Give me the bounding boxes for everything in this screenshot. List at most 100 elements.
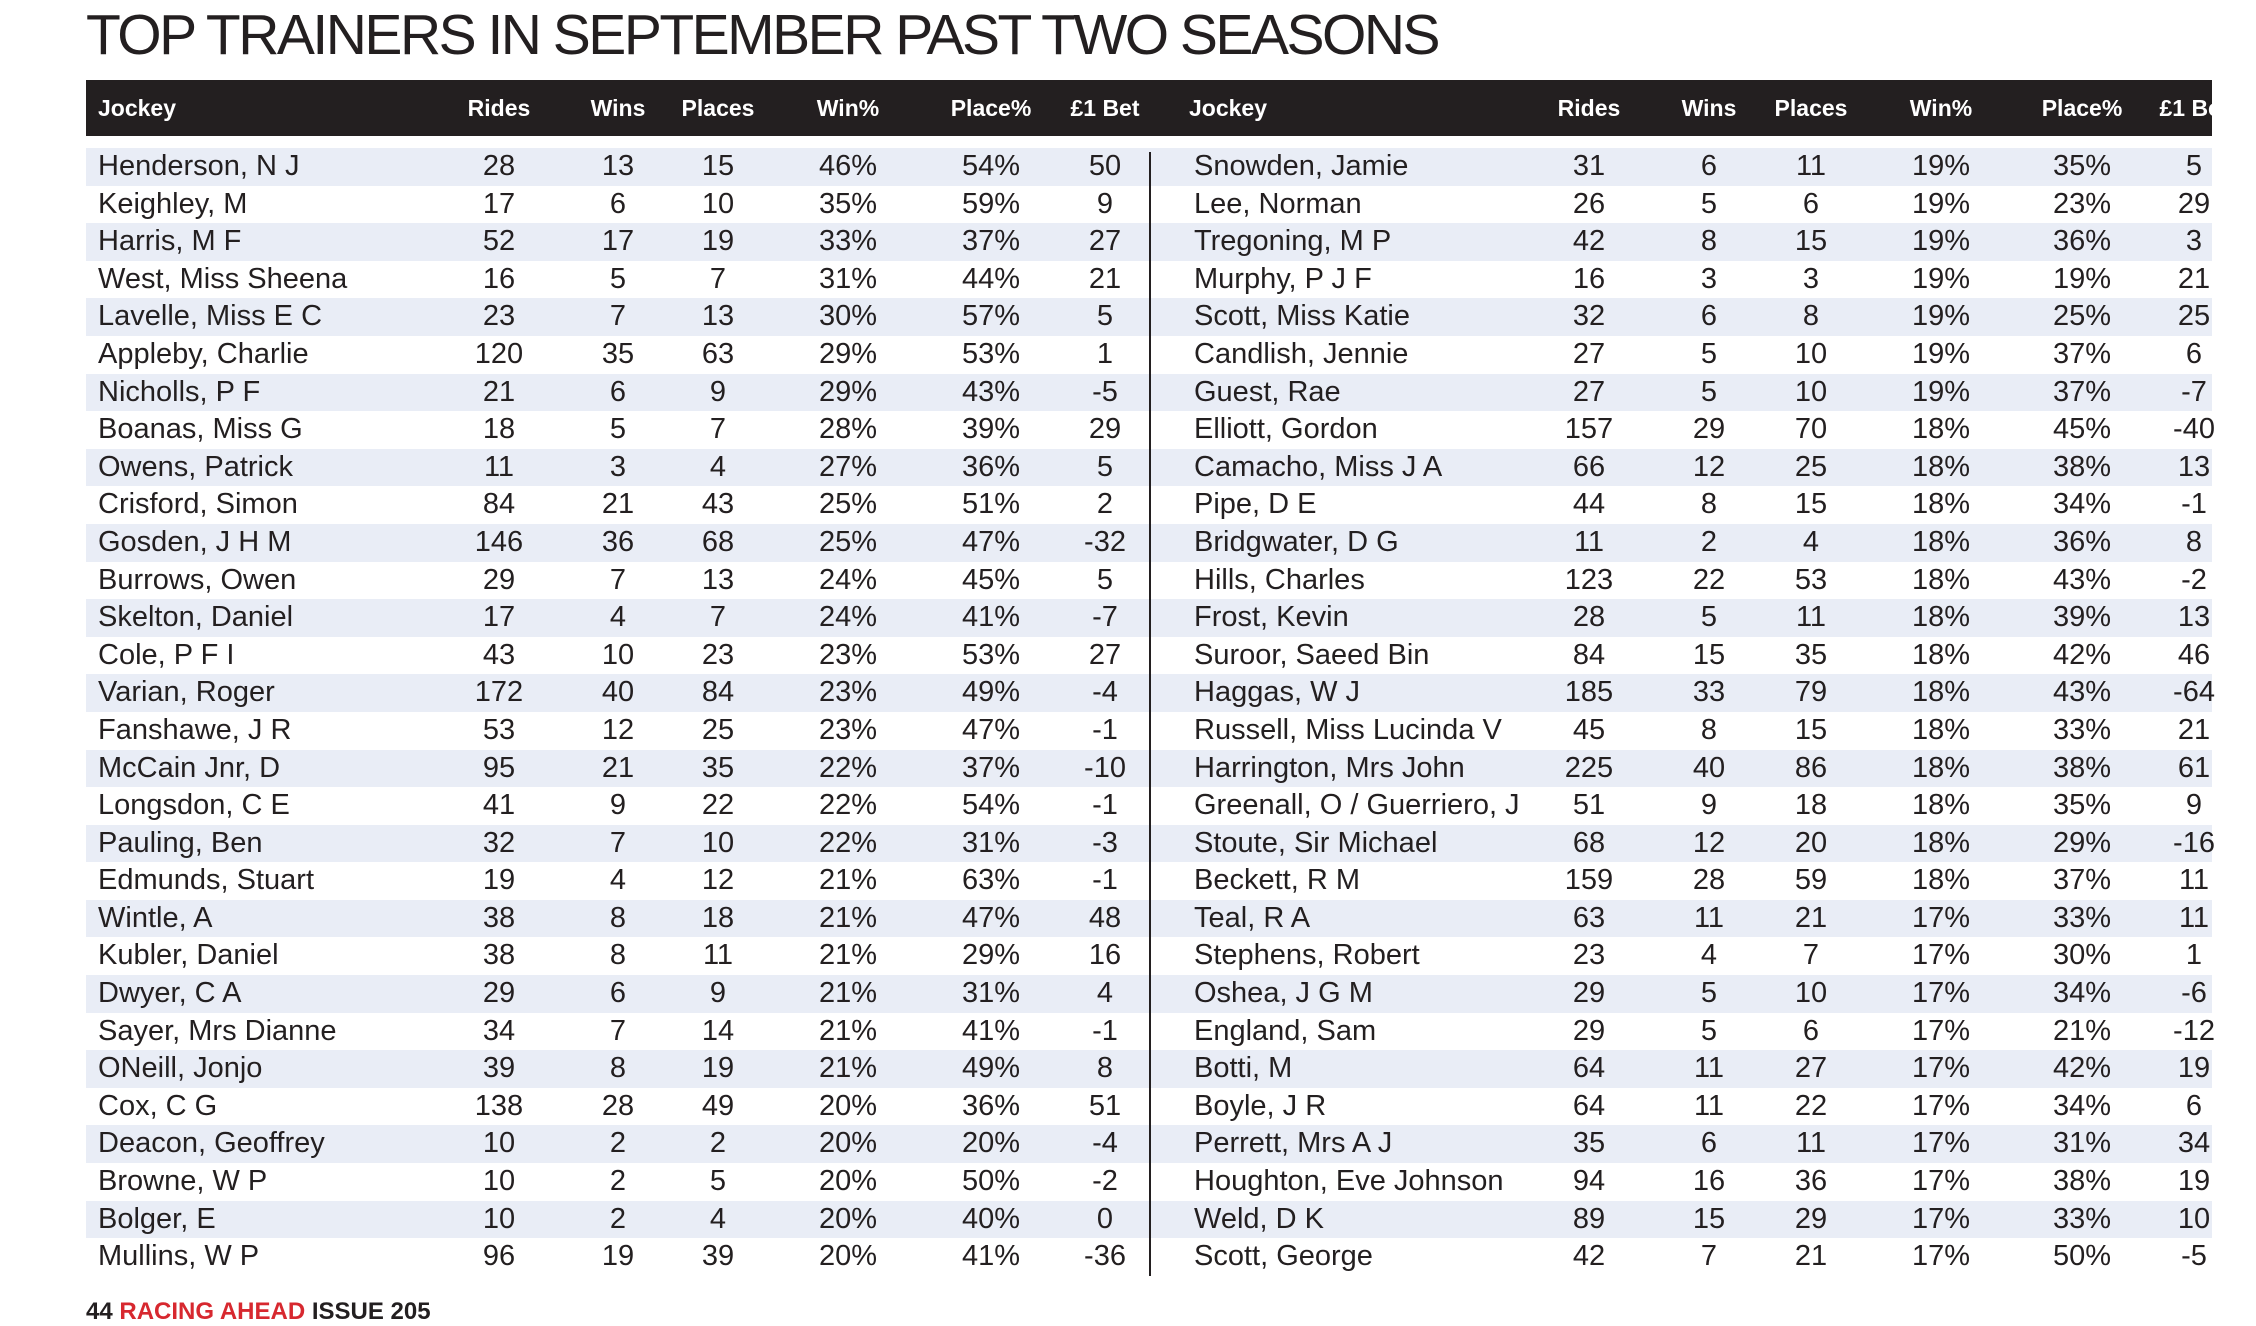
- left-name-cell: Wintle, A: [98, 901, 213, 934]
- left-wins-cell: 7: [609, 563, 627, 596]
- right-name-cell: Candlish, Jennie: [1194, 337, 1409, 370]
- right-one-pound-bet-cell: 10: [2177, 1202, 2211, 1235]
- left-rides-cell: 39: [482, 1052, 516, 1085]
- right-one-pound-bet-cell: 13: [2177, 450, 2211, 483]
- right-wins-cell: 28: [1692, 864, 1726, 897]
- left-wins-cell: 2: [609, 1202, 627, 1235]
- left-win-pct-cell: 24%: [818, 563, 878, 596]
- right-place-pct-cell: 38%: [2052, 1165, 2112, 1198]
- right-places-cell: 15: [1794, 713, 1828, 746]
- left-places-cell: 49: [701, 1089, 735, 1122]
- right-place-pct-cell: 25%: [2052, 300, 2112, 333]
- left-wins-cell: 8: [609, 939, 627, 972]
- right-wins-cell: 4: [1700, 939, 1718, 972]
- left-rides-cell: 32: [482, 826, 516, 859]
- right-rides-cell: 51: [1572, 789, 1606, 822]
- left-place-pct-cell: 53%: [961, 638, 1021, 671]
- right-win-pct-cell: 19%: [1911, 187, 1971, 220]
- left-place-pct-cell: 53%: [961, 337, 1021, 370]
- right-name-cell: Hills, Charles: [1194, 563, 1365, 596]
- left-places-cell: 22: [701, 789, 735, 822]
- right-places-cell: 29: [1794, 1202, 1828, 1235]
- right-places-cell: 21: [1794, 901, 1828, 934]
- left-one-pound-bet-cell: 27: [1088, 225, 1122, 258]
- right-one-pound-bet-cell: 19: [2177, 1165, 2211, 1198]
- table-row: Kubler, Daniel 38 8 11 21% 29% 16 Stephens, Rob…: [86, 937, 2212, 975]
- header-places-left: Places: [681, 95, 755, 121]
- right-wins-cell: 11: [1693, 1089, 1725, 1122]
- right-win-pct-cell: 18%: [1911, 826, 1971, 859]
- left-win-pct-cell: 29%: [818, 375, 878, 408]
- right-place-pct-cell: 37%: [2052, 864, 2112, 897]
- right-rides-cell: 27: [1572, 375, 1606, 408]
- right-one-pound-bet-cell: -40: [2173, 413, 2215, 446]
- left-win-pct-cell: 25%: [818, 488, 878, 521]
- left-one-pound-bet-cell: 16: [1088, 939, 1122, 972]
- right-places-cell: 3: [1802, 262, 1820, 295]
- right-win-pct-cell: 18%: [1911, 676, 1971, 709]
- right-win-pct-cell: 17%: [1911, 977, 1971, 1010]
- right-wins-cell: 12: [1692, 450, 1726, 483]
- right-name-cell: Harrington, Mrs John: [1194, 751, 1465, 784]
- right-win-pct-cell: 17%: [1911, 1014, 1971, 1047]
- left-places-cell: 12: [701, 864, 735, 897]
- left-rides-cell: 53: [482, 713, 516, 746]
- right-rides-cell: 16: [1572, 262, 1606, 295]
- left-place-pct-cell: 20%: [961, 1127, 1021, 1160]
- left-one-pound-bet-cell: 4: [1096, 977, 1114, 1010]
- left-place-pct-cell: 41%: [961, 1014, 1021, 1047]
- right-place-pct-cell: 43%: [2052, 676, 2112, 709]
- left-one-pound-bet-cell: 27: [1088, 638, 1122, 671]
- issue-number: ISSUE 205: [311, 1298, 431, 1325]
- left-rides-cell: 38: [482, 939, 516, 972]
- left-wins-cell: 7: [609, 300, 627, 333]
- page-footer: 44 RACING AHEAD ISSUE 205: [86, 1298, 431, 1326]
- left-rides-cell: 41: [482, 789, 516, 822]
- right-name-cell: Oshea, J G M: [1194, 977, 1373, 1010]
- right-places-cell: 70: [1794, 413, 1828, 446]
- publication-brand: RACING AHEAD: [119, 1298, 306, 1325]
- right-rides-cell: 64: [1572, 1089, 1606, 1122]
- left-place-pct-cell: 51%: [961, 488, 1021, 521]
- left-place-pct-cell: 41%: [961, 1240, 1021, 1273]
- left-places-cell: 19: [701, 1052, 735, 1085]
- left-wins-cell: 3: [609, 450, 627, 483]
- right-rides-cell: 32: [1572, 300, 1606, 333]
- header-one-pound-bet-right: £1 Bet: [2159, 95, 2229, 121]
- left-name-cell: West, Miss Sheena: [98, 262, 348, 295]
- left-win-pct-cell: 22%: [818, 751, 878, 784]
- left-one-pound-bet-cell: -4: [1092, 676, 1118, 709]
- right-rides-cell: 35: [1572, 1127, 1606, 1160]
- right-wins-cell: 8: [1700, 225, 1718, 258]
- right-rides-cell: 23: [1572, 939, 1606, 972]
- header-wins-right: Wins: [1681, 95, 1737, 121]
- right-place-pct-cell: 35%: [2052, 789, 2112, 822]
- left-win-pct-cell: 20%: [818, 1165, 878, 1198]
- right-place-pct-cell: 34%: [2052, 977, 2112, 1010]
- right-rides-cell: 64: [1572, 1052, 1606, 1085]
- right-name-cell: Suroor, Saeed Bin: [1194, 638, 1430, 671]
- left-wins-cell: 8: [609, 901, 627, 934]
- right-place-pct-cell: 21%: [2052, 1014, 2112, 1047]
- left-rides-cell: 96: [482, 1240, 516, 1273]
- left-wins-cell: 7: [609, 826, 627, 859]
- right-place-pct-cell: 35%: [2052, 150, 2112, 182]
- left-win-pct-cell: 23%: [818, 713, 878, 746]
- left-rides-cell: 84: [482, 488, 516, 521]
- left-wins-cell: 35: [601, 337, 635, 370]
- left-win-pct-cell: 35%: [818, 187, 878, 220]
- right-one-pound-bet-cell: 11: [2178, 864, 2210, 897]
- right-rides-cell: 11: [1573, 525, 1605, 558]
- left-places-cell: 14: [701, 1014, 735, 1047]
- right-places-cell: 18: [1794, 789, 1828, 822]
- right-name-cell: Tregoning, M P: [1194, 225, 1392, 258]
- right-win-pct-cell: 17%: [1911, 1165, 1971, 1198]
- left-one-pound-bet-cell: 5: [1096, 300, 1114, 333]
- left-rides-cell: 21: [482, 375, 516, 408]
- left-one-pound-bet-cell: -5: [1092, 375, 1118, 408]
- left-name-cell: Mullins, W P: [98, 1240, 260, 1273]
- right-win-pct-cell: 17%: [1911, 1089, 1971, 1122]
- left-places-cell: 9: [709, 375, 727, 408]
- left-name-cell: Gosden, J H M: [98, 525, 292, 558]
- page-number: 44: [86, 1298, 113, 1325]
